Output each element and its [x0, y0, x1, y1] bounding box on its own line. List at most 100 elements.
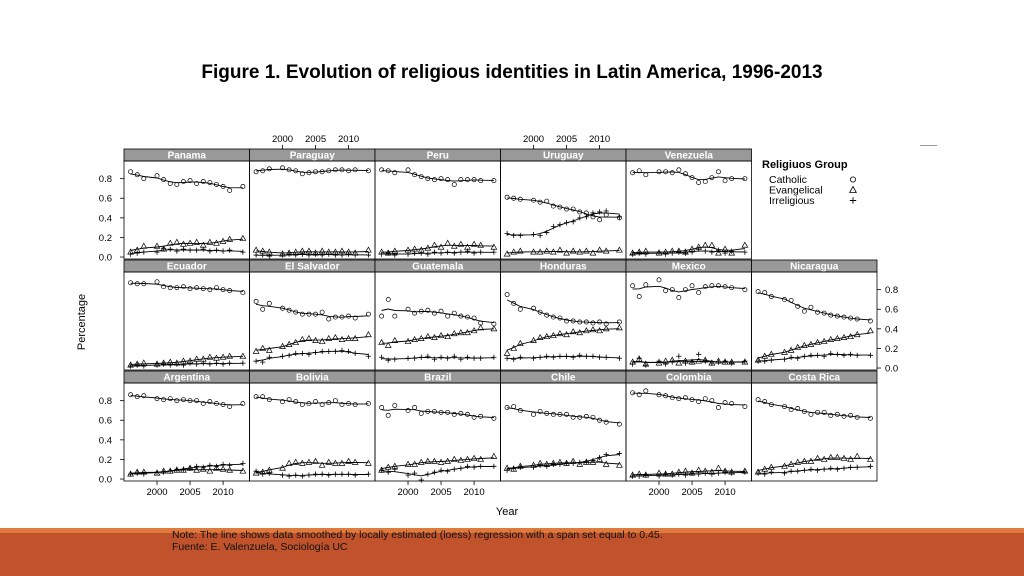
- point-irreligious: [319, 348, 325, 354]
- trend-line-evangelical: [507, 461, 620, 469]
- point-catholic: [346, 401, 352, 407]
- y-axis-label: Percentage: [76, 294, 88, 350]
- point-catholic: [445, 313, 451, 319]
- point-irreligious: [583, 214, 589, 220]
- point-irreligious: [227, 247, 233, 253]
- point-irreligious: [187, 360, 193, 366]
- point-evangelical: [437, 458, 445, 465]
- point-evangelical: [536, 333, 544, 341]
- point-irreligious: [504, 467, 510, 473]
- point-evangelical: [411, 335, 419, 342]
- point-evangelical: [807, 457, 815, 464]
- point-catholic: [696, 180, 702, 186]
- point-catholic: [716, 405, 721, 410]
- point-evangelical: [444, 239, 452, 246]
- point-irreligious: [702, 358, 708, 364]
- point-catholic: [854, 414, 860, 420]
- point-catholic: [141, 393, 147, 399]
- y-tick-label: 0.8: [99, 396, 112, 407]
- point-catholic: [762, 399, 768, 405]
- point-catholic: [597, 417, 603, 423]
- point-irreligious: [306, 472, 312, 478]
- point-irreligious: [709, 249, 715, 255]
- point-evangelical: [219, 237, 227, 244]
- point-irreligious: [590, 353, 596, 359]
- point-irreligious: [517, 232, 523, 239]
- point-irreligious: [709, 360, 715, 366]
- point-irreligious: [511, 232, 517, 239]
- trend-line-evangelical: [130, 238, 243, 251]
- point-catholic: [385, 296, 391, 302]
- point-evangelical: [259, 247, 267, 254]
- point-irreligious: [577, 459, 583, 465]
- point-catholic: [682, 287, 688, 293]
- point-catholic: [828, 412, 834, 418]
- point-catholic: [722, 400, 728, 406]
- point-irreligious: [134, 250, 140, 256]
- panel-title-venezuela: Venezuela: [665, 151, 714, 162]
- point-catholic: [161, 284, 167, 290]
- point-irreligious: [332, 252, 338, 258]
- point-irreligious: [590, 210, 596, 216]
- point-irreligious: [312, 251, 319, 257]
- point-evangelical: [318, 247, 326, 254]
- point-irreligious: [511, 465, 517, 471]
- trend-line-evangelical: [632, 246, 745, 253]
- point-catholic: [471, 315, 477, 321]
- point-irreligious: [616, 355, 622, 361]
- point-irreligious: [828, 350, 834, 356]
- point-catholic: [742, 404, 748, 409]
- point-irreligious: [491, 463, 497, 469]
- point-evangelical: [431, 241, 438, 248]
- decorative-dash: [920, 145, 937, 146]
- point-catholic: [848, 315, 854, 321]
- point-catholic: [405, 407, 411, 413]
- point-evangelical: [503, 349, 511, 356]
- point-irreligious: [194, 361, 200, 367]
- trend-line-catholic: [507, 197, 620, 218]
- point-catholic: [438, 176, 444, 182]
- point-irreligious: [365, 353, 371, 359]
- point-evangelical: [213, 239, 220, 246]
- point-catholic: [418, 174, 424, 180]
- point-irreligious: [563, 353, 570, 359]
- point-catholic: [286, 307, 292, 313]
- point-catholic: [531, 411, 536, 417]
- point-irreligious: [636, 473, 642, 479]
- point-evangelical: [602, 460, 610, 467]
- point-catholic: [207, 180, 213, 186]
- point-catholic: [141, 176, 147, 182]
- point-irreligious: [808, 466, 814, 472]
- trend-line-irreligious: [632, 359, 745, 363]
- point-catholic: [220, 287, 226, 293]
- point-irreligious: [227, 360, 233, 366]
- panel-title-guatemala: Guatemala: [412, 262, 464, 273]
- point-evangelical: [464, 243, 471, 250]
- panel-title-el-salvador: El Salvador: [285, 262, 340, 273]
- point-catholic: [392, 403, 398, 408]
- point-catholic: [392, 170, 398, 176]
- point-catholic: [451, 411, 457, 417]
- point-evangelical: [193, 238, 201, 245]
- point-evangelical: [708, 241, 716, 248]
- point-catholic: [154, 279, 160, 285]
- point-catholic: [550, 203, 556, 209]
- point-evangelical: [543, 332, 551, 340]
- point-catholic: [365, 311, 371, 317]
- point-irreligious: [266, 253, 272, 259]
- point-catholic: [616, 421, 622, 427]
- point-catholic: [326, 400, 332, 406]
- point-catholic: [557, 411, 563, 417]
- point-catholic: [782, 296, 787, 302]
- point-evangelical: [576, 460, 584, 467]
- point-irreligious: [762, 358, 768, 364]
- point-catholic: [207, 287, 213, 293]
- point-irreligious: [200, 464, 206, 470]
- trend-line-evangelical: [757, 332, 871, 359]
- point-evangelical: [635, 355, 643, 362]
- point-catholic: [531, 305, 536, 311]
- point-catholic: [801, 308, 807, 314]
- point-evangelical: [239, 352, 247, 359]
- y-tick-label: 0.6: [99, 194, 112, 205]
- point-catholic: [200, 179, 206, 185]
